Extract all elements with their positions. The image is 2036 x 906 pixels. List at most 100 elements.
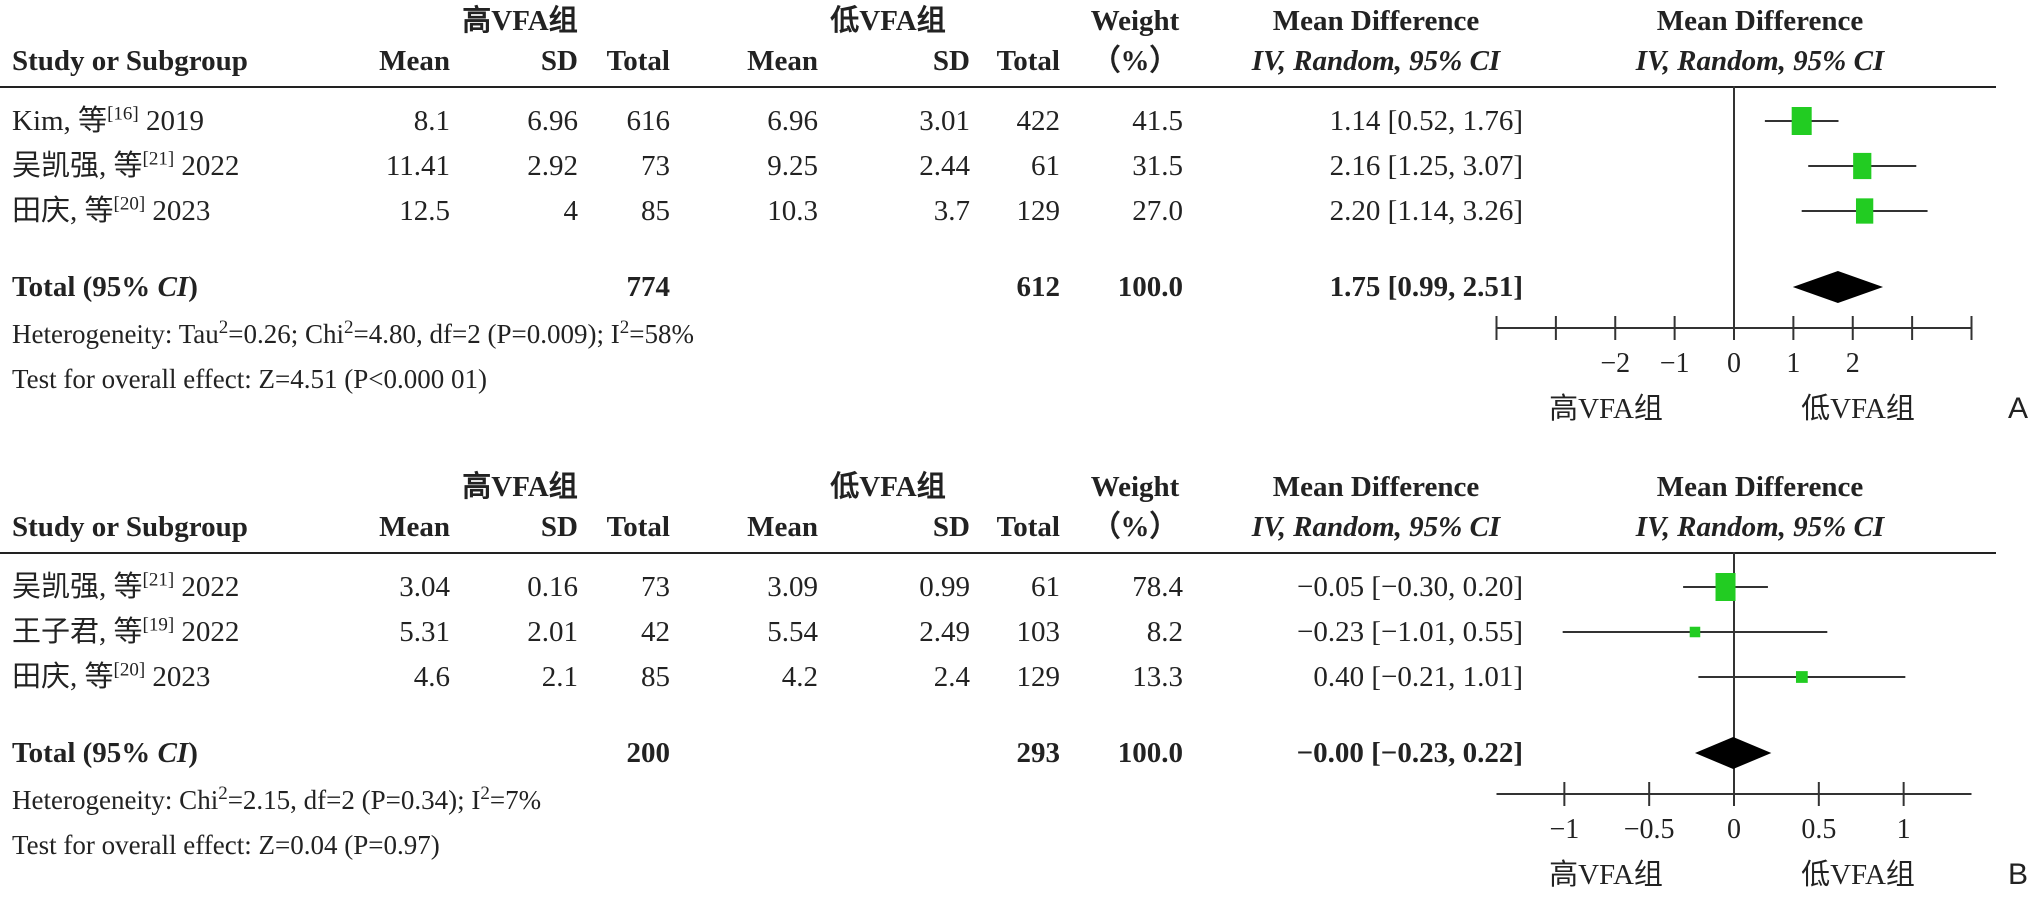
total-mean-difference: −0.00 [−0.23, 0.22] bbox=[1296, 737, 1523, 769]
low-sd-cell: 0.99 bbox=[919, 571, 970, 603]
favours-right-label: 低VFA组 bbox=[1801, 393, 1915, 425]
mean-difference-cell: 0.40 [−0.21, 1.01] bbox=[1313, 661, 1523, 693]
high-total-cell: 85 bbox=[641, 661, 670, 693]
high-total-cell: 85 bbox=[641, 195, 670, 227]
pooled-effect-diamond bbox=[1792, 271, 1884, 303]
total-low-count: 612 bbox=[1016, 271, 1061, 303]
study-point-marker bbox=[1689, 626, 1701, 638]
total-low-count: 293 bbox=[1016, 737, 1061, 769]
favours-left-label: 高VFA组 bbox=[1549, 859, 1663, 891]
low-total-cell: 103 bbox=[1016, 616, 1061, 648]
x-tick-label: −1 bbox=[1660, 348, 1690, 379]
header-high-total: Total bbox=[606, 511, 670, 543]
favours-right-label: 低VFA组 bbox=[1801, 859, 1915, 891]
weight-cell: 27.0 bbox=[1132, 195, 1183, 227]
study-name: 田庆, 等[20] 2023 bbox=[12, 659, 211, 693]
header-rule bbox=[0, 86, 1996, 88]
weight-cell: 41.5 bbox=[1132, 105, 1183, 137]
favours-left-label: 高VFA组 bbox=[1549, 393, 1663, 425]
forest-plot-svg: −2 −1 0 1 2 bbox=[1495, 86, 1973, 379]
study-reference: [19] bbox=[142, 614, 175, 636]
study-reference: [16] bbox=[107, 103, 139, 125]
low-mean-cell: 6.96 bbox=[767, 105, 818, 137]
header-low-total: Total bbox=[996, 511, 1060, 543]
low-sd-cell: 2.44 bbox=[919, 150, 970, 182]
header-high-sd: SD bbox=[540, 45, 578, 77]
study-point-marker bbox=[1855, 198, 1874, 224]
header-plot-bottom: IV, Random, 95% CI bbox=[1635, 511, 1885, 543]
high-sd-cell: 2.1 bbox=[541, 661, 578, 693]
header-low-mean: Mean bbox=[747, 45, 818, 77]
header-plot-bottom: IV, Random, 95% CI bbox=[1635, 45, 1885, 77]
low-total-cell: 129 bbox=[1016, 195, 1061, 227]
high-mean-cell: 12.5 bbox=[399, 195, 450, 227]
header-weight-top: Weight bbox=[1090, 5, 1180, 37]
header-study: Study or Subgroup bbox=[12, 45, 248, 77]
weight-cell: 13.3 bbox=[1132, 661, 1183, 693]
high-sd-cell: 2.92 bbox=[527, 150, 578, 182]
header-high-sd: SD bbox=[540, 511, 578, 543]
header-high-mean: Mean bbox=[379, 45, 450, 77]
study-point-marker bbox=[1853, 152, 1872, 180]
forest-plot-panel-b: 高VFA组 低VFA组 Weight Mean Difference Mean Diff… bbox=[0, 466, 2036, 906]
high-total-cell: 73 bbox=[641, 150, 670, 182]
header-rule bbox=[0, 552, 1996, 554]
header-md-bottom: IV, Random, 95% CI bbox=[1251, 45, 1501, 77]
total-high-count: 200 bbox=[626, 737, 671, 769]
study-name: 吴凯强, 等[21] 2022 bbox=[12, 148, 240, 182]
header-weight-bottom: （%） bbox=[1091, 45, 1179, 77]
low-total-cell: 129 bbox=[1016, 661, 1061, 693]
study-name: 田庆, 等[20] 2023 bbox=[12, 193, 211, 227]
low-total-cell: 61 bbox=[1031, 571, 1060, 603]
header-group-high: 高VFA组 bbox=[462, 5, 578, 37]
total-label: Total (95% CI) bbox=[12, 737, 198, 769]
low-total-cell: 61 bbox=[1031, 150, 1060, 182]
forest-plot-svg: −1 −0.5 0 0.5 1 bbox=[1496, 552, 1972, 845]
study-name: 王子君, 等[19] 2022 bbox=[12, 614, 240, 648]
panel-letter: A bbox=[2007, 392, 2028, 425]
overall-effect-text: Test for overall effect: Z=4.51 (P<0.000… bbox=[12, 364, 487, 394]
header-group-low: 低VFA组 bbox=[830, 5, 946, 37]
heterogeneity-text: Heterogeneity: Tau2=0.26; Chi2=4.80, df=… bbox=[12, 317, 694, 349]
study-name: Kim, 等[16] 2019 bbox=[12, 103, 204, 137]
study-point-marker bbox=[1715, 573, 1736, 601]
header-group-low: 低VFA组 bbox=[830, 471, 946, 503]
overall-effect-text: Test for overall effect: Z=0.04 (P=0.97) bbox=[12, 830, 440, 860]
header-group-high: 高VFA组 bbox=[462, 471, 578, 503]
high-mean-cell: 3.04 bbox=[399, 571, 450, 603]
high-mean-cell: 4.6 bbox=[413, 661, 450, 693]
heterogeneity-text: Heterogeneity: Chi2=2.15, df=2 (P=0.34);… bbox=[12, 783, 542, 815]
header-high-total: Total bbox=[606, 45, 670, 77]
pooled-effect-diamond bbox=[1694, 737, 1772, 769]
low-sd-cell: 2.49 bbox=[919, 616, 970, 648]
low-mean-cell: 9.25 bbox=[767, 150, 818, 182]
weight-cell: 78.4 bbox=[1132, 571, 1183, 603]
high-sd-cell: 2.01 bbox=[527, 616, 578, 648]
total-mean-difference: 1.75 [0.99, 2.51] bbox=[1329, 271, 1523, 303]
low-mean-cell: 4.2 bbox=[781, 661, 818, 693]
high-sd-cell: 4 bbox=[563, 195, 579, 227]
low-mean-cell: 5.54 bbox=[767, 616, 818, 648]
low-sd-cell: 3.01 bbox=[919, 105, 970, 137]
panel-letter: B bbox=[2007, 858, 2028, 891]
high-mean-cell: 11.41 bbox=[385, 150, 450, 182]
high-sd-cell: 0.16 bbox=[527, 571, 578, 603]
x-tick-label: 1 bbox=[1786, 348, 1800, 379]
x-tick-label: −1 bbox=[1549, 814, 1579, 845]
header-weight-bottom: （%） bbox=[1091, 511, 1179, 543]
high-total-cell: 42 bbox=[641, 616, 670, 648]
forest-plot-panel-a: 高VFA组 低VFA组 Weight Mean Difference Mean Diff… bbox=[0, 0, 2036, 440]
mean-difference-cell: −0.23 [−1.01, 0.55] bbox=[1296, 616, 1523, 648]
study-point-marker bbox=[1795, 671, 1808, 683]
low-sd-cell: 3.7 bbox=[933, 195, 970, 227]
header-low-sd: SD bbox=[932, 45, 970, 77]
x-tick-label: 0 bbox=[1727, 814, 1741, 845]
header-high-mean: Mean bbox=[379, 511, 450, 543]
weight-cell: 8.2 bbox=[1146, 616, 1183, 648]
mean-difference-cell: −0.05 [−0.30, 0.20] bbox=[1296, 571, 1523, 603]
total-weight: 100.0 bbox=[1117, 737, 1183, 769]
high-mean-cell: 8.1 bbox=[413, 105, 450, 137]
high-mean-cell: 5.31 bbox=[399, 616, 450, 648]
header-md-top: Mean Difference bbox=[1272, 5, 1480, 37]
header-low-sd: SD bbox=[932, 511, 970, 543]
